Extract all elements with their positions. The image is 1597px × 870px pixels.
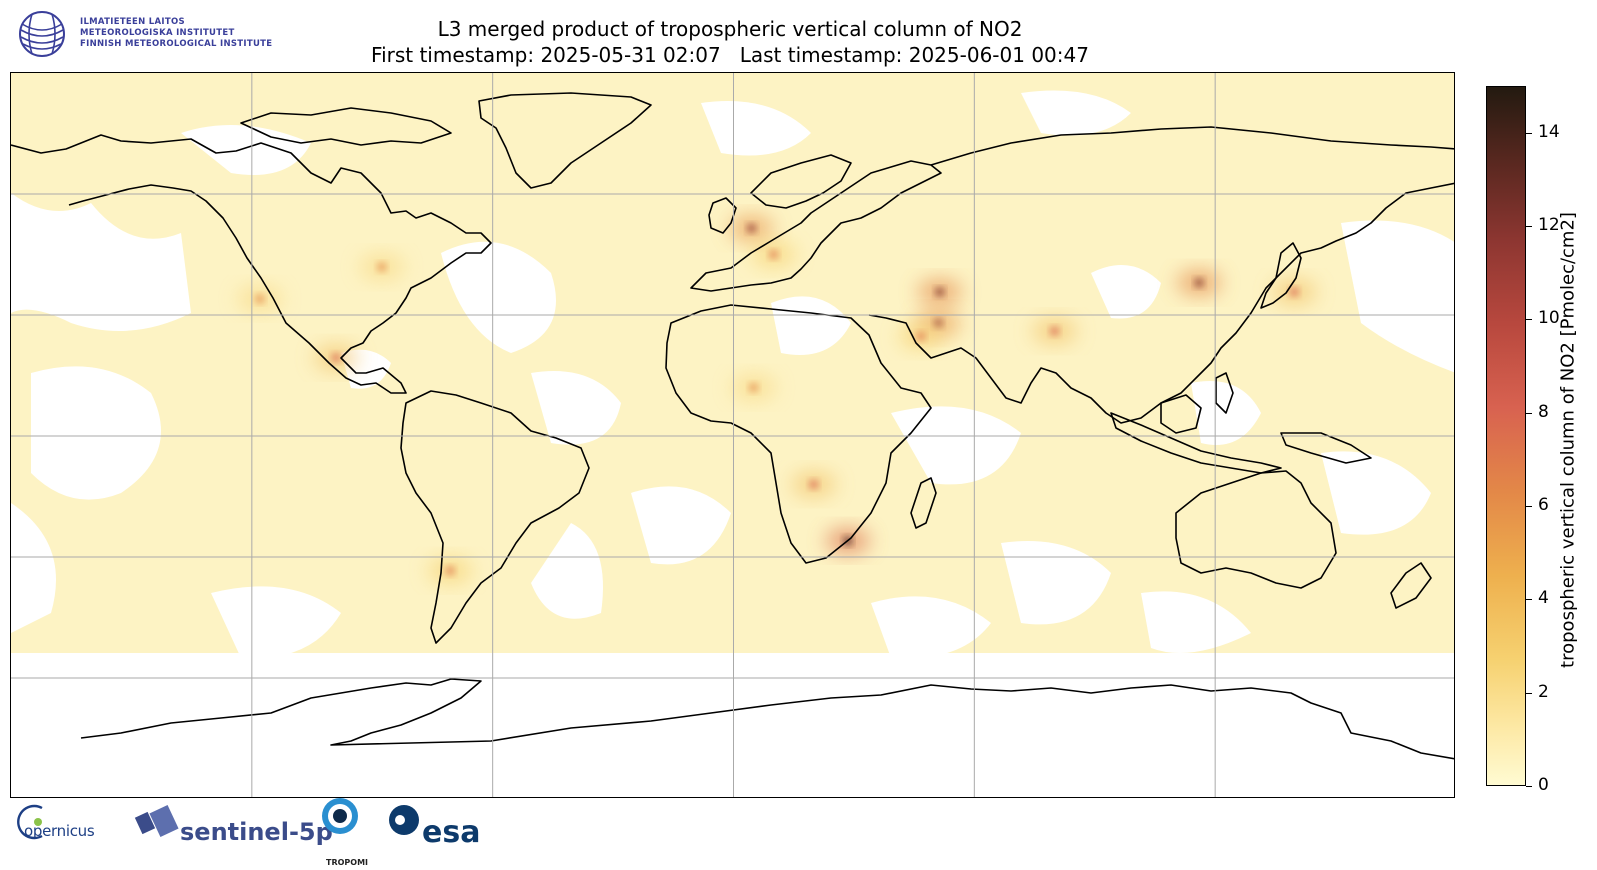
colorbar: [1486, 86, 1526, 786]
hotspot-core: [916, 332, 925, 341]
coast-madagascar: [910, 477, 937, 529]
coastlines: [11, 92, 1454, 760]
coast-greenland: [478, 92, 652, 189]
map-canvas: [11, 73, 1454, 797]
sentinel-satellite-icon: [134, 804, 179, 838]
coast-indonesia: [1110, 412, 1282, 474]
fmi-logo: [18, 10, 308, 60]
coast-new-guinea: [1280, 432, 1372, 464]
colorbar-tick-mark: [1526, 786, 1532, 787]
coast-new-zealand: [1390, 562, 1432, 609]
gridlines: [11, 73, 1454, 797]
fmi-globe-icon: [19, 11, 65, 57]
colorbar-tick-label: 12: [1538, 215, 1560, 235]
colorbar-tick-mark: [1526, 132, 1532, 134]
esa-logo-icon: [389, 805, 419, 835]
colorbar-tick-mark: [1526, 412, 1532, 414]
title-line-1: L3 merged product of tropospheric vertic…: [437, 17, 1023, 41]
hotspot-core: [747, 224, 756, 233]
coast-north-america: [11, 134, 492, 394]
colorbar-tick-label: 8: [1538, 401, 1549, 422]
no2-map: [10, 72, 1455, 798]
missing-data-patches: [11, 90, 1454, 666]
fmi-institute-name: ILMATIETEEN LAITOS METEOROLOGISKA INSTIT…: [80, 17, 272, 50]
colorbar-tick-label: 4: [1538, 588, 1549, 609]
fmi-line-2: METEOROLOGISKA INSTITUTET: [80, 28, 235, 38]
coast-europe: [690, 160, 942, 292]
copernicus-logo-icon: [17, 804, 43, 840]
hotspot-core: [377, 263, 386, 272]
coast-south-america: [400, 390, 590, 644]
coast-arctic-islands: [240, 107, 452, 146]
colorbar-label: tropospheric vertical column of NO2 [Pmo…: [1557, 212, 1579, 668]
colorbar-tick-label: 10: [1538, 308, 1560, 329]
coast-asia: [868, 126, 1454, 424]
fmi-line-3: FINNISH METEOROLOGICAL INSTITUTE: [80, 39, 273, 49]
colorbar-tick-mark: [1526, 692, 1532, 694]
hotspot-core: [769, 250, 778, 259]
coast-uk: [708, 197, 737, 234]
no2-hotspots: [237, 216, 1317, 583]
colorbar-tick-mark: [1526, 226, 1532, 227]
hotspot-core: [1050, 327, 1059, 336]
hotspot-core: [749, 383, 758, 392]
hotspot-core: [935, 288, 944, 297]
fmi-line-1: ILMATIETEEN LAITOS: [80, 17, 185, 27]
coast-scandinavia: [750, 154, 852, 209]
sentinel-5p-logo-text: sentinel-5p: [180, 818, 333, 846]
title-line-2: First timestamp: 2025-05-31 02:07 Last t…: [371, 43, 1089, 67]
coast-australia: [1175, 470, 1337, 589]
hotspot-core: [934, 319, 943, 328]
hotspot-core: [1195, 278, 1204, 287]
colorbar-tick-mark: [1526, 506, 1532, 507]
colorbar-tick-mark: [1526, 599, 1532, 601]
colorbar-tick-mark: [1526, 319, 1532, 321]
hotspot-core: [255, 294, 264, 303]
tropomi-logo-icon: [322, 798, 358, 834]
hotspot-core: [446, 566, 455, 575]
hotspot-core: [332, 353, 341, 362]
coast-philippines: [1215, 372, 1234, 414]
esa-logo-text: esa: [422, 815, 481, 850]
copernicus-logo-text: opernicus: [24, 822, 95, 840]
chart-title: L3 merged product of tropospheric vertic…: [300, 16, 1160, 68]
colorbar-tick-label: 14: [1538, 121, 1560, 142]
hotspot-core: [809, 480, 818, 489]
tropomi-logo-text: TROPOMI: [326, 858, 369, 867]
hotspot-core: [1290, 288, 1299, 297]
coast-japan: [1260, 242, 1302, 309]
colorbar-tick-label: 6: [1538, 495, 1549, 515]
coast-africa: [665, 304, 932, 564]
colorbar-tick-label: 2: [1538, 681, 1549, 702]
coast-antarctica: [80, 678, 1454, 760]
coast-borneo: [1160, 394, 1202, 434]
colorbar-tick-label: 0: [1538, 775, 1549, 795]
